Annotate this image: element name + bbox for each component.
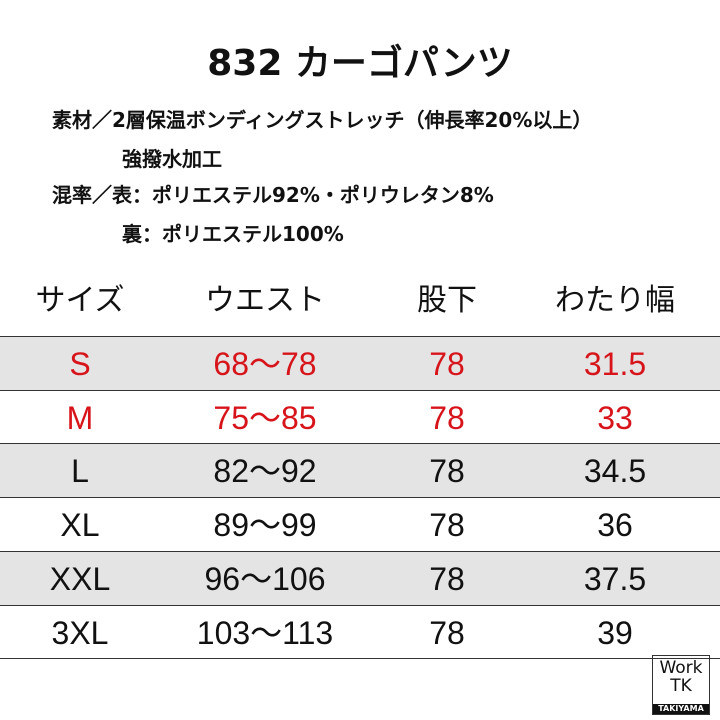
spec-line: 素材／2層保温ボンディングストレッチ（伸長率20%以上）	[52, 108, 593, 132]
table-cell: 82〜92	[213, 453, 317, 490]
logo-brand: TAKIYAMA	[653, 704, 709, 714]
table-cell: 103〜113	[196, 614, 334, 651]
table-cell: 68〜78	[213, 346, 317, 382]
table-row: 3XL 103〜113 78 39	[0, 604, 720, 659]
table-cell: 3XL	[51, 614, 109, 651]
table-cell: 78	[429, 399, 465, 436]
column-header: わたり幅	[555, 283, 675, 318]
table-cell: 78	[429, 614, 465, 651]
table-row: S 68〜78 78 31.5	[0, 336, 720, 390]
table-cell: 33	[597, 399, 633, 436]
title: 832 カーゴパンツ	[207, 43, 513, 84]
table-cell: 96〜106	[204, 560, 326, 597]
table-row: XL 89〜99 78 36	[0, 497, 720, 551]
header-row: サイズ ウエスト 股下 わたり幅	[0, 274, 720, 328]
table-cell: 36	[597, 507, 633, 544]
table-cell: 31.5	[583, 346, 647, 382]
table-cell: L	[71, 453, 89, 490]
table-cell: 39	[597, 614, 633, 651]
table-cell: XXL	[49, 560, 111, 597]
spec-line: 強撥水加工	[122, 147, 222, 171]
column-header: サイズ	[35, 283, 125, 318]
table-cell: 78	[429, 346, 465, 382]
table-row: L 82〜92 78 34.5	[0, 443, 720, 498]
table-cell: S	[69, 346, 91, 382]
table-cell: 75〜85	[213, 399, 317, 436]
logo: Work TK TAKIYAMA	[652, 655, 710, 715]
table-cell: 37.5	[583, 560, 647, 597]
logo-line: TK	[670, 676, 692, 696]
spec-line: 混率／表：ポリエステル92%・ポリウレタン8%	[52, 183, 494, 207]
table-cell: 34.5	[583, 453, 647, 490]
table-row: M 75〜85 78 33	[0, 389, 720, 444]
logo-line: Work	[659, 658, 703, 678]
table-cell: M	[66, 399, 94, 436]
column-header: 股下	[417, 283, 477, 318]
table-cell: 89〜99	[213, 507, 317, 544]
table-cell: 78	[429, 507, 465, 544]
table-cell: 78	[429, 560, 465, 597]
table-cell: XL	[60, 507, 100, 544]
table-bottom-border	[0, 658, 720, 660]
table-row: XXL 96〜106 78 37.5	[0, 550, 720, 605]
column-header: ウエスト	[205, 283, 325, 318]
table-cell: 78	[429, 453, 465, 490]
spec-line: 裏：ポリエステル100%	[122, 222, 344, 246]
